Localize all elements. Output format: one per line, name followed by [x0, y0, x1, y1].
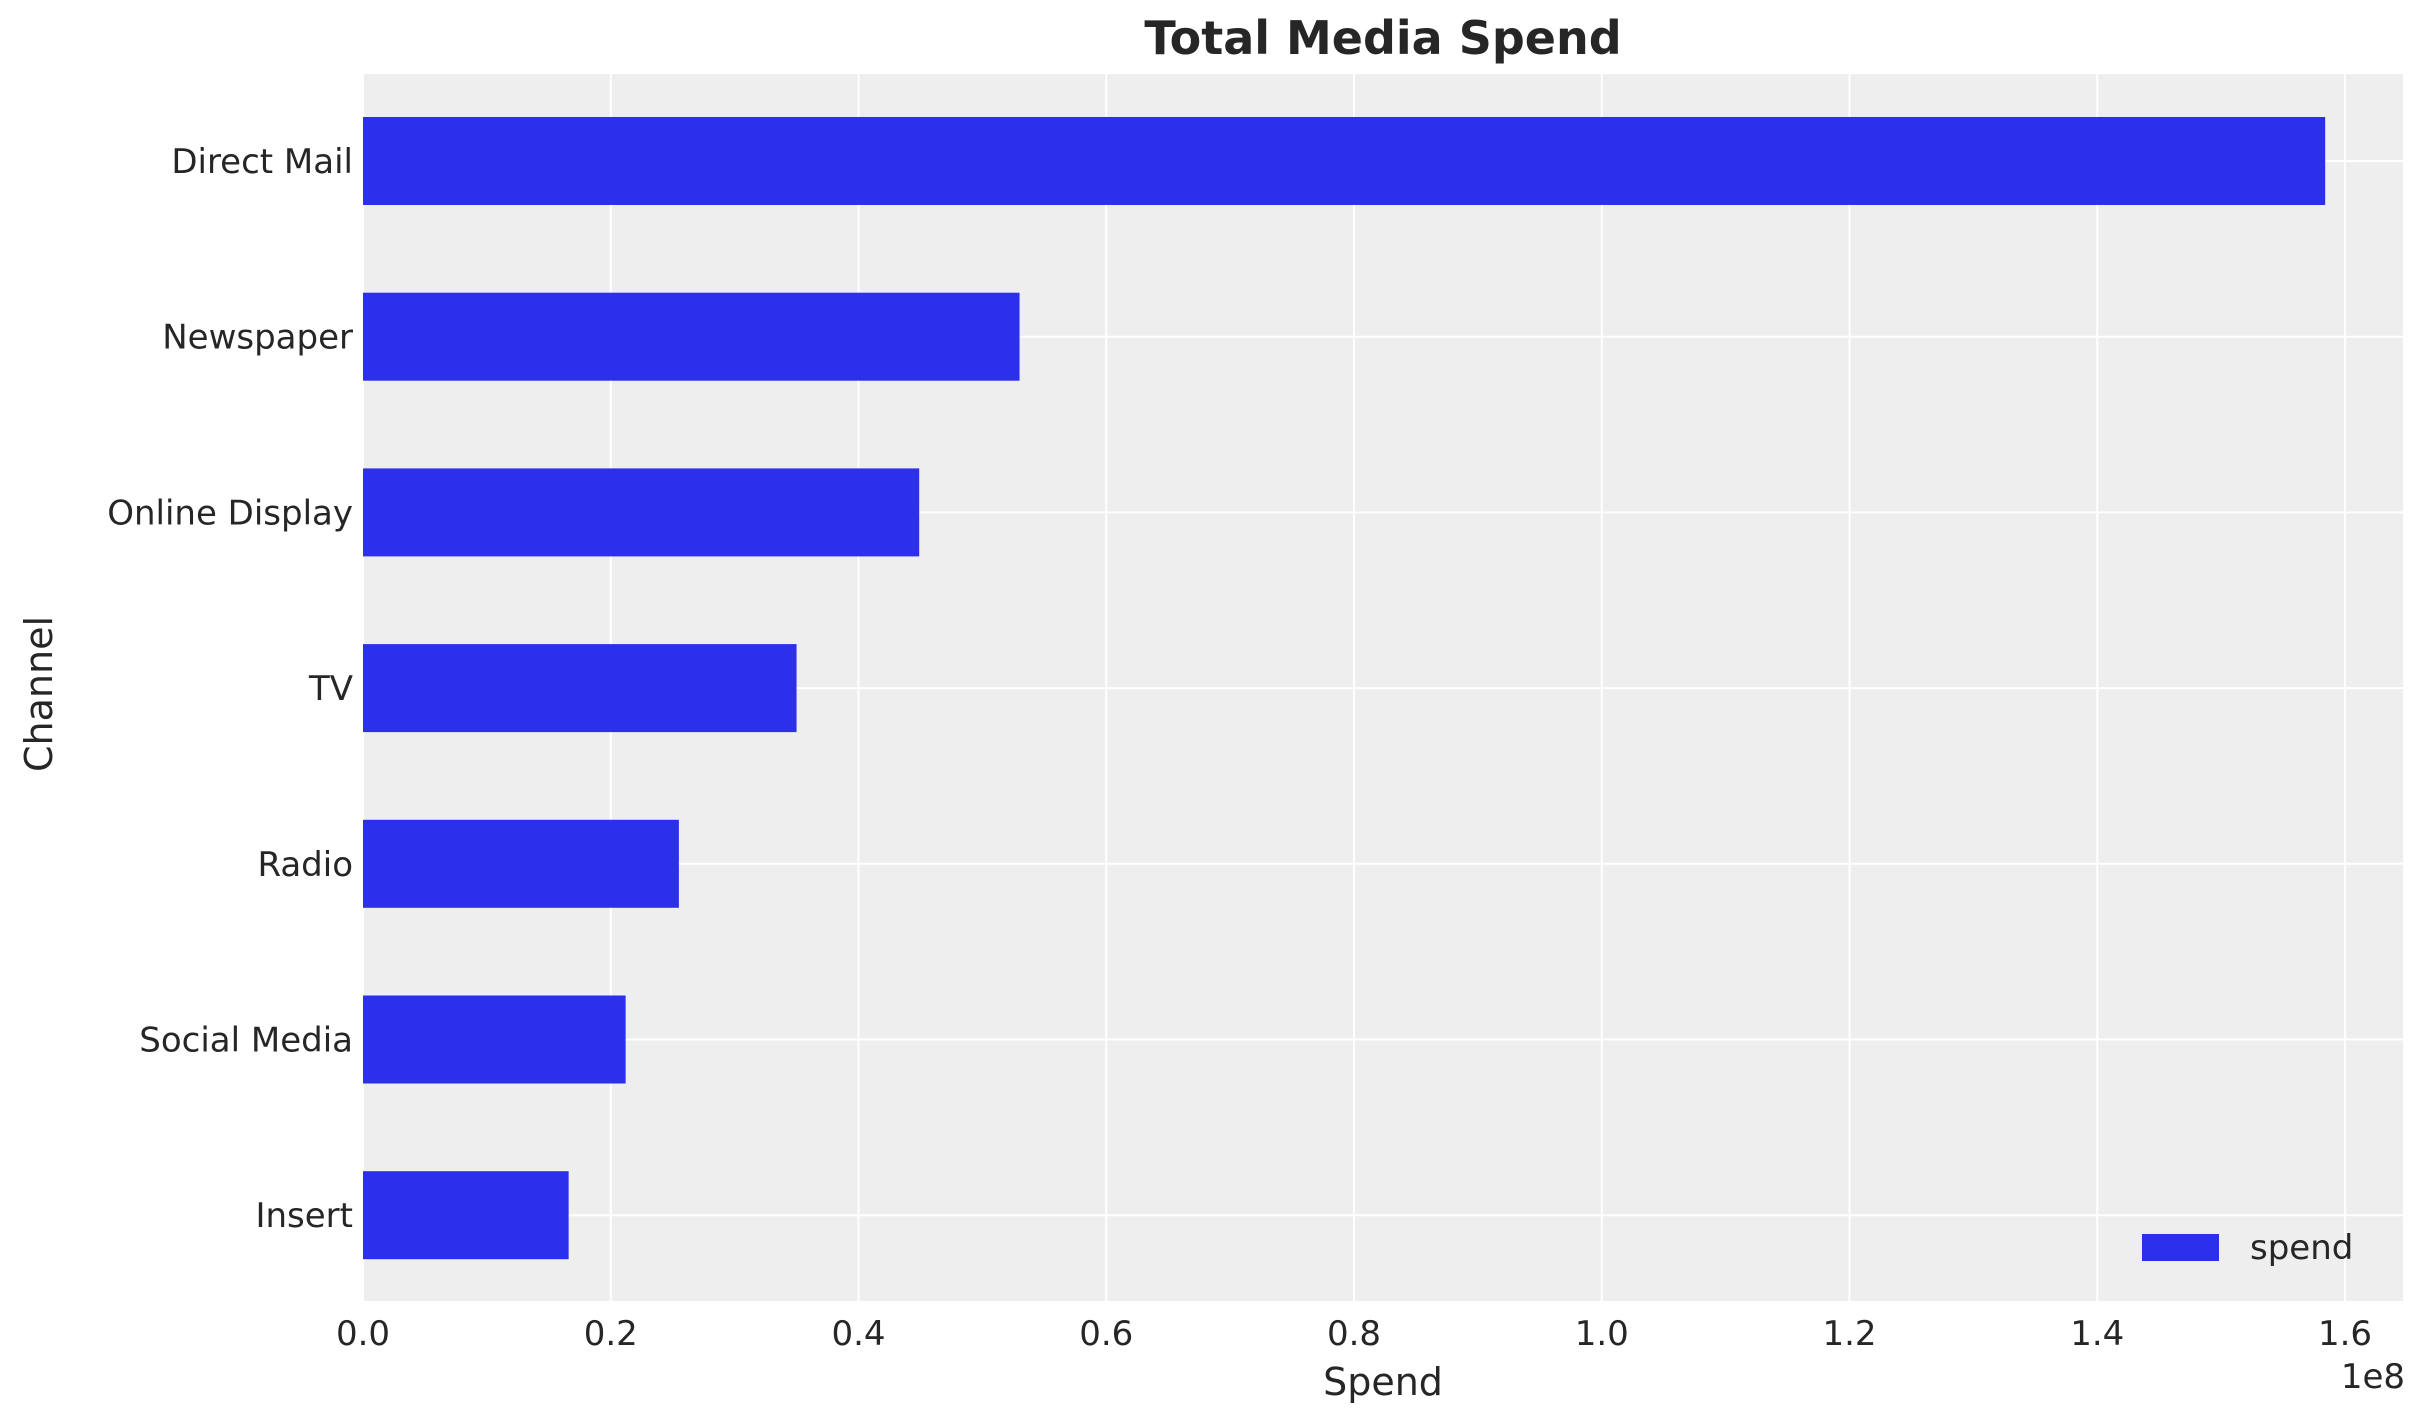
bar-tv: [363, 644, 797, 733]
x-tick-label: 0.2: [584, 1314, 638, 1354]
legend-label: spend: [2250, 1228, 2353, 1268]
y-tick-label: Newspaper: [162, 318, 353, 358]
legend: spend: [2142, 1228, 2353, 1268]
chart-title: Total Media Spend: [1144, 11, 1621, 65]
y-tick-label: Online Display: [107, 493, 353, 533]
y-axis-label: Channel: [17, 616, 61, 772]
x-tick-label: 1.2: [1822, 1314, 1876, 1354]
y-tick-label: Direct Mail: [171, 142, 353, 182]
x-tick-label: 0.6: [1079, 1314, 1133, 1354]
bar-direct-mail: [363, 117, 2326, 205]
bar-social-media: [363, 995, 626, 1084]
y-tick-label: Social Media: [139, 1021, 353, 1061]
x-offset-label: 1e8: [2341, 1357, 2405, 1397]
legend-swatch: [2142, 1234, 2219, 1261]
x-axis-label: Spend: [1323, 1360, 1443, 1404]
bar-insert: [363, 1171, 569, 1260]
y-ticks: Direct Mail Newspaper Online Display TV Radi…: [107, 142, 353, 1236]
x-tick-label: 1.6: [2318, 1314, 2372, 1354]
x-tick-label: 0.0: [336, 1314, 390, 1354]
bars: [363, 117, 2326, 1260]
y-tick-label: Radio: [257, 845, 353, 885]
bar-radio: [363, 819, 679, 908]
x-tick-label: 1.4: [2070, 1314, 2124, 1354]
bar-newspaper: [363, 292, 1020, 381]
y-tick-label: Insert: [255, 1196, 353, 1236]
x-tick-label: 0.4: [831, 1314, 885, 1354]
bar-online-display: [363, 468, 920, 557]
y-tick-label: TV: [308, 669, 353, 709]
x-ticks: 0.0 0.2 0.4 0.6 0.8 1.0 1.2 1.4 1.6: [336, 1314, 2372, 1354]
x-tick-label: 1.0: [1575, 1314, 1629, 1354]
x-tick-label: 0.8: [1327, 1314, 1381, 1354]
